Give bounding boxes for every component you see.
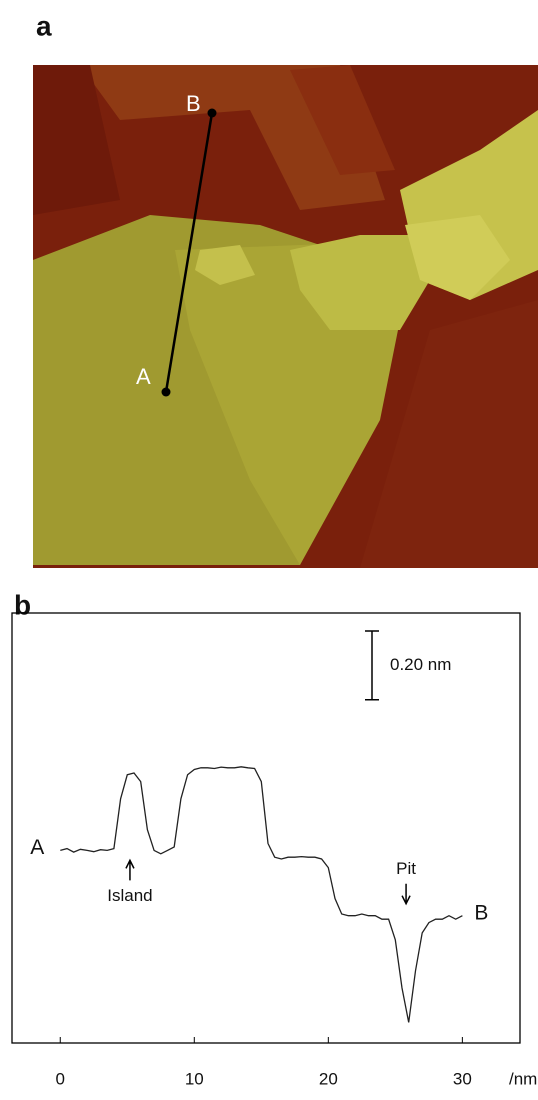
scale-bar-label: 0.20 nm [390,655,451,674]
x-tick-label: 20 [319,1069,338,1088]
point-label: A [136,364,151,389]
line-end-label: A [30,836,44,859]
x-axis-label: /nm [509,1069,537,1088]
annotation-arrow [402,884,410,904]
annotation-label: Island [107,886,152,905]
x-tick-label: 30 [453,1069,472,1088]
stm-image: A B [33,65,538,568]
annotation-label: Pit [396,859,416,878]
x-tick-label: 0 [56,1069,65,1088]
line-end-label: B [474,901,488,924]
panel-label: a [36,10,52,41]
x-tick-label: 10 [185,1069,204,1088]
point-label: B [186,91,201,116]
figure: a A B b 0 10 20 30/nm A B 0.20 nm Island Pit [0,0,538,1100]
annotation-arrow [126,860,134,880]
panel-label: b [14,589,31,620]
scale-bar [365,631,379,700]
